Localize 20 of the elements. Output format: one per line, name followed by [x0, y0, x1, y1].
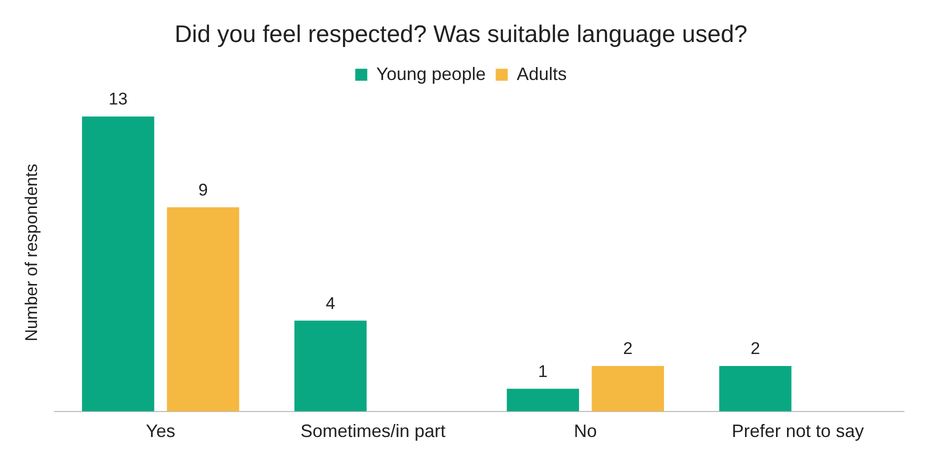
bar — [592, 366, 664, 412]
x-tick-label: Yes — [146, 421, 176, 442]
x-tick-label: Sometimes/in part — [300, 421, 446, 442]
bar — [719, 366, 792, 412]
data-label: 4 — [326, 294, 336, 313]
x-tick-label: No — [574, 421, 597, 442]
bar — [294, 320, 367, 412]
bar — [166, 207, 240, 412]
data-label: 2 — [623, 339, 633, 358]
y-axis-title: Number of respondents — [22, 164, 41, 342]
legend-label: Adults — [516, 64, 567, 84]
x-tick-label: Prefer not to say — [732, 421, 864, 442]
data-label: 13 — [108, 90, 128, 109]
data-label: 2 — [750, 339, 760, 358]
legend-label: Young people — [376, 64, 486, 84]
chart-title: Did you feel respected? Was suitable language used? — [174, 21, 748, 48]
bar — [82, 116, 154, 412]
data-label: 9 — [198, 180, 208, 200]
bar — [506, 388, 580, 412]
data-label: 1 — [538, 362, 548, 381]
